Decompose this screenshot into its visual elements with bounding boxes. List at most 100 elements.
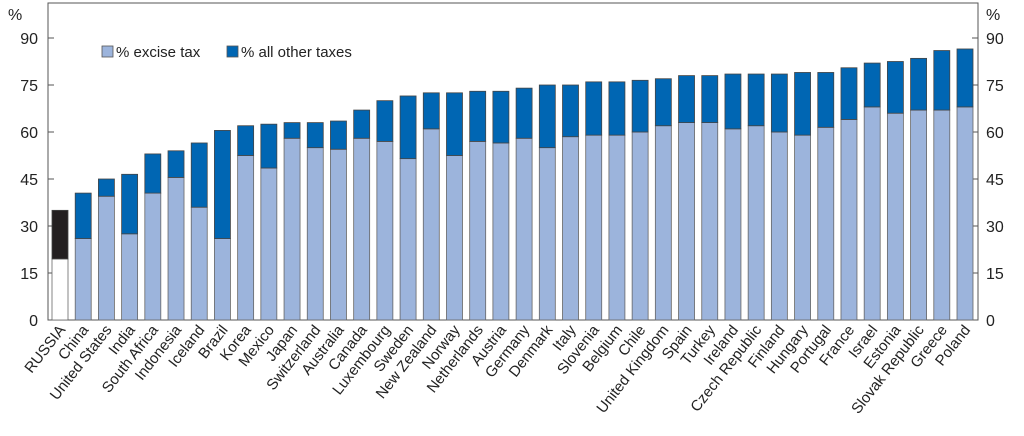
bar-other-germany <box>515 87 533 139</box>
bar-other-poland <box>956 48 974 108</box>
bar-excise-france <box>840 119 858 321</box>
bar-excise-austria <box>492 142 510 321</box>
bar-other-iceland <box>190 142 208 208</box>
plot-frame <box>47 2 979 321</box>
y-tick-label-left: 45 <box>20 172 38 189</box>
bar-other-portugal <box>817 72 835 128</box>
y-tick-label-right: 75 <box>986 78 1004 95</box>
bar-other-slovenia <box>585 81 603 136</box>
y-tick-label-left: 30 <box>20 219 38 236</box>
bar-excise-netherlands <box>469 140 487 321</box>
bar-excise-new-zealand <box>422 128 440 321</box>
y-tick-label-left: 60 <box>20 125 38 142</box>
bar-excise-brazil <box>214 238 231 321</box>
bar-excise-indonesia <box>167 177 185 321</box>
bar-excise-iceland <box>190 206 208 321</box>
y-tick-label-left: 75 <box>20 78 38 95</box>
bar-excise-italy <box>562 136 579 321</box>
bar-excise-portugal <box>817 126 835 321</box>
bar-excise-israel <box>863 106 881 321</box>
y-tick-label-right: 15 <box>986 266 1004 283</box>
bar-other-india <box>121 173 139 235</box>
bar-excise-poland <box>956 106 974 321</box>
bar-other-netherlands <box>469 90 487 142</box>
bar-excise-spain <box>678 122 695 321</box>
bar-other-greece <box>933 50 951 111</box>
bar-excise-korea <box>237 155 255 321</box>
bar-excise-russia <box>51 258 69 321</box>
bar-other-hungary <box>794 72 811 136</box>
legend: % excise tax % all other taxes <box>101 44 352 61</box>
bar-other-norway <box>446 92 463 156</box>
y-tick-label-right: 30 <box>986 219 1004 236</box>
bar-other-australia <box>330 120 347 150</box>
bar-other-brazil <box>214 130 231 239</box>
legend-swatch-other <box>226 45 239 58</box>
bar-excise-belgium <box>608 134 626 321</box>
bar-excise-hungary <box>794 134 811 321</box>
bar-other-slovak-republic <box>910 57 927 111</box>
bar-excise-switzerland <box>306 147 324 321</box>
bar-other-united-kingdom <box>654 78 672 127</box>
bar-other-united-states <box>98 178 115 197</box>
bar-excise-finland <box>770 131 788 321</box>
bar-excise-mexico <box>260 167 278 321</box>
legend-swatch-excise <box>101 45 114 58</box>
bar-excise-denmark <box>538 147 556 321</box>
bar-excise-china <box>74 238 92 321</box>
bar-other-austria <box>492 90 510 144</box>
bar-excise-sweden <box>399 158 417 321</box>
bar-other-mexico <box>260 123 278 169</box>
bar-other-spain <box>678 75 695 123</box>
bar-excise-south-africa <box>144 192 162 321</box>
bar-other-czech-republic <box>747 73 765 127</box>
bar-excise-japan <box>283 137 301 321</box>
bar-other-chile <box>631 79 649 133</box>
bar-other-japan <box>283 122 301 139</box>
bar-other-belgium <box>608 81 626 136</box>
bar-excise-united-states <box>98 195 115 321</box>
y-tick-label-right: 45 <box>986 172 1004 189</box>
bar-other-new-zealand <box>422 92 440 130</box>
bar-excise-chile <box>631 131 649 321</box>
bar-other-estonia <box>886 61 904 114</box>
bar-excise-greece <box>933 109 951 321</box>
bar-other-israel <box>863 62 881 108</box>
bar-other-finland <box>770 73 788 133</box>
bar-other-sweden <box>399 95 417 160</box>
y-tick-label-left: 0 <box>29 313 38 330</box>
bar-other-russia <box>51 209 69 260</box>
bar-other-turkey <box>701 75 719 123</box>
bar-excise-slovak-republic <box>910 109 927 321</box>
y-axis-label-left: % <box>8 7 22 24</box>
bar-excise-slovenia <box>585 134 603 321</box>
bar-other-luxembourg <box>376 100 394 142</box>
bar-excise-turkey <box>701 122 719 321</box>
bar-other-south-africa <box>144 153 162 194</box>
bar-excise-norway <box>446 155 463 321</box>
y-tick-label-left: 15 <box>20 266 38 283</box>
legend-label-other: % all other taxes <box>241 44 352 61</box>
bar-excise-germany <box>515 137 533 321</box>
bar-other-ireland <box>724 73 742 130</box>
y-tick-label-left: 90 <box>20 31 38 48</box>
bar-other-switzerland <box>306 122 324 149</box>
bar-other-denmark <box>538 84 556 149</box>
bar-excise-luxembourg <box>376 140 394 321</box>
bar-other-china <box>74 192 92 239</box>
bar-excise-estonia <box>886 112 904 321</box>
legend-label-excise: % excise tax <box>116 44 201 61</box>
y-tick-label-right: 0 <box>986 313 995 330</box>
bar-excise-australia <box>330 148 347 321</box>
bar-other-korea <box>237 125 255 156</box>
y-tick-label-right: 60 <box>986 125 1004 142</box>
bar-other-italy <box>562 84 579 138</box>
y-axis-label-right: % <box>986 7 1000 24</box>
bar-excise-united-kingdom <box>654 125 672 321</box>
bar-other-france <box>840 67 858 120</box>
bar-other-canada <box>353 109 371 139</box>
y-tick-label-right: 90 <box>986 31 1004 48</box>
bar-excise-czech-republic <box>747 125 765 321</box>
bar-excise-ireland <box>724 128 742 321</box>
